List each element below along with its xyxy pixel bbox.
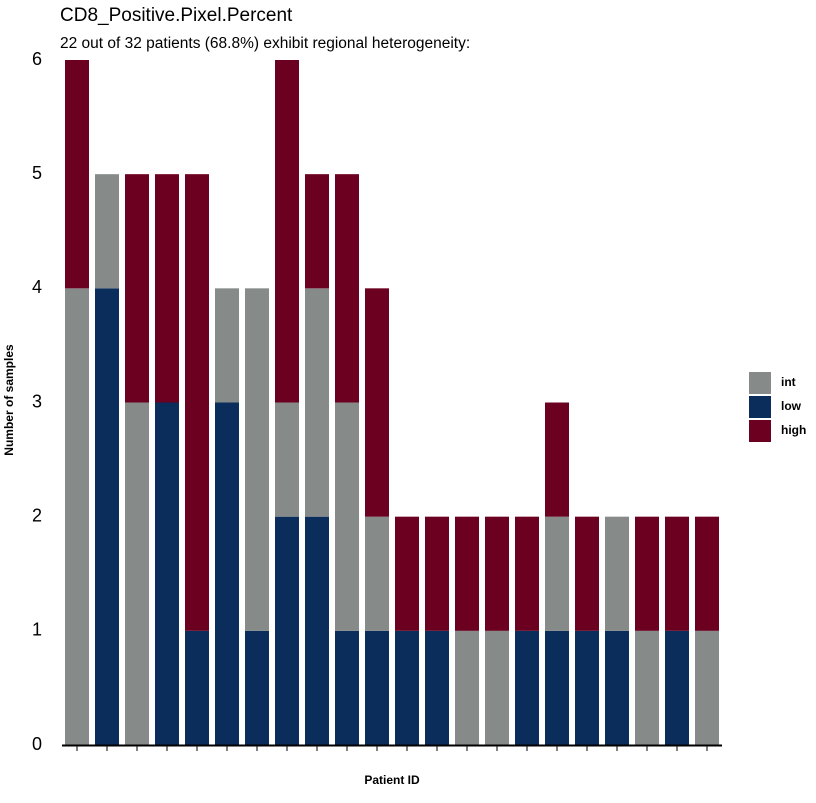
- bar-segment: [215, 288, 239, 403]
- bar-segment: [335, 402, 359, 631]
- bar-segment: [155, 402, 179, 745]
- bar-segment: [365, 630, 389, 745]
- chart-subtitle: 22 out of 32 patients (68.8%) exhibit re…: [60, 35, 470, 52]
- y-tick-label: 3: [32, 391, 42, 411]
- bar-segment: [455, 516, 479, 631]
- legend-label: high: [781, 423, 806, 437]
- legend-swatch: [749, 420, 771, 442]
- bar-segment: [275, 402, 299, 517]
- bar-segment: [245, 630, 269, 745]
- bar-segment: [185, 174, 209, 631]
- bar-segment: [545, 402, 569, 517]
- bar-segment: [635, 630, 659, 745]
- bar-segment: [395, 630, 419, 745]
- bar-segment: [515, 630, 539, 745]
- bar-segment: [455, 630, 479, 745]
- bar-segment: [275, 516, 299, 745]
- bar-segment: [275, 60, 299, 403]
- bar-segment: [95, 174, 119, 289]
- y-tick-label: 2: [32, 505, 42, 525]
- bar-segment: [125, 402, 149, 745]
- bar-segment: [545, 516, 569, 631]
- bar-segment: [515, 516, 539, 631]
- legend-swatch: [749, 372, 771, 394]
- bar-segment: [605, 630, 629, 745]
- y-tick-label: 5: [32, 163, 42, 183]
- bar-segment: [695, 516, 719, 631]
- legend-swatch: [749, 396, 771, 418]
- bar-segment: [185, 630, 209, 745]
- y-tick-label: 0: [32, 734, 42, 754]
- bar-segment: [695, 630, 719, 745]
- bar-segment: [365, 516, 389, 631]
- bar-segment: [335, 630, 359, 745]
- bar-segment: [425, 516, 449, 631]
- bar-segment: [305, 516, 329, 745]
- bar-segment: [605, 516, 629, 631]
- bar-segment: [665, 630, 689, 745]
- x-axis-label: Patient ID: [364, 773, 420, 787]
- y-tick-label: 1: [32, 620, 42, 640]
- bar-segment: [575, 630, 599, 745]
- bar-segment: [155, 174, 179, 403]
- bar-segment: [635, 516, 659, 631]
- bar-segment: [305, 174, 329, 289]
- legend-label: int: [781, 375, 796, 389]
- bar-segment: [215, 402, 239, 745]
- bar-segment: [485, 516, 509, 631]
- bar-segment: [305, 288, 329, 517]
- y-axis-label: Number of samples: [2, 344, 16, 456]
- y-tick-label: 4: [32, 277, 42, 297]
- bar-segment: [575, 516, 599, 631]
- y-tick-label: 6: [32, 49, 42, 69]
- bar-segment: [65, 60, 89, 289]
- bar-segment: [65, 288, 89, 745]
- bar-segment: [335, 174, 359, 403]
- bar-segment: [365, 288, 389, 517]
- bar-segment: [485, 630, 509, 745]
- bar-segment: [95, 288, 119, 745]
- bar-segment: [125, 174, 149, 403]
- bar-segment: [545, 630, 569, 745]
- bar-segment: [245, 288, 269, 631]
- bar-segment: [665, 516, 689, 631]
- bar-segment: [425, 630, 449, 745]
- chart-title: CD8_Positive.Pixel.Percent: [60, 5, 293, 26]
- bar-segment: [395, 516, 419, 631]
- legend-label: low: [781, 399, 802, 413]
